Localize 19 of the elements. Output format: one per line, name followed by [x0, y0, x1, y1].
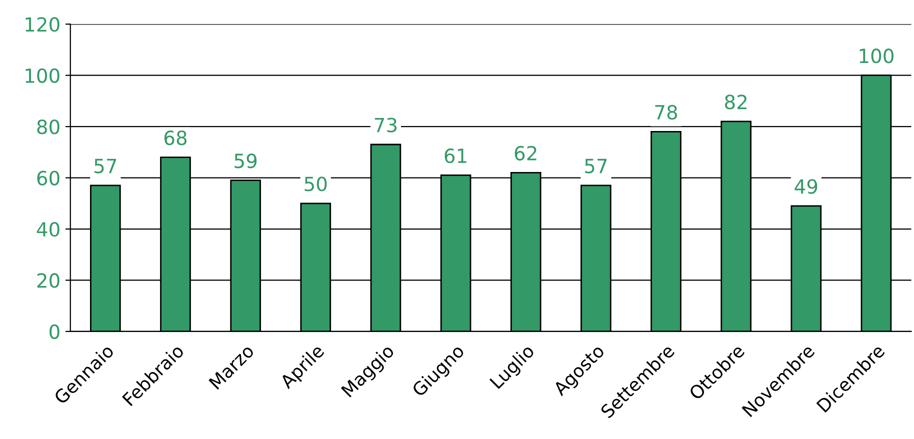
y-tick-label: 40	[36, 222, 60, 237]
y-tick-label: 0	[50, 324, 60, 340]
y-tick-label: 60	[37, 170, 60, 186]
data-label: 100	[860, 48, 894, 64]
data-label: 82	[725, 94, 746, 110]
data-label: 49	[794, 179, 818, 194]
data-label: 59	[234, 154, 257, 168]
data-label: 57	[94, 158, 116, 174]
y-tick-label: 80	[37, 120, 60, 134]
data-label: 61	[444, 148, 466, 164]
y-tick-label: 100	[26, 68, 60, 84]
data-label: 62	[514, 146, 536, 161]
data-label: 78	[655, 104, 678, 120]
y-tick-label: 120	[26, 17, 60, 32]
data-label: 57	[585, 158, 607, 174]
data-label: 50	[304, 176, 327, 192]
data-label: 73	[374, 118, 397, 132]
data-label: 68	[164, 130, 187, 146]
y-tick-label: 20	[37, 273, 60, 288]
